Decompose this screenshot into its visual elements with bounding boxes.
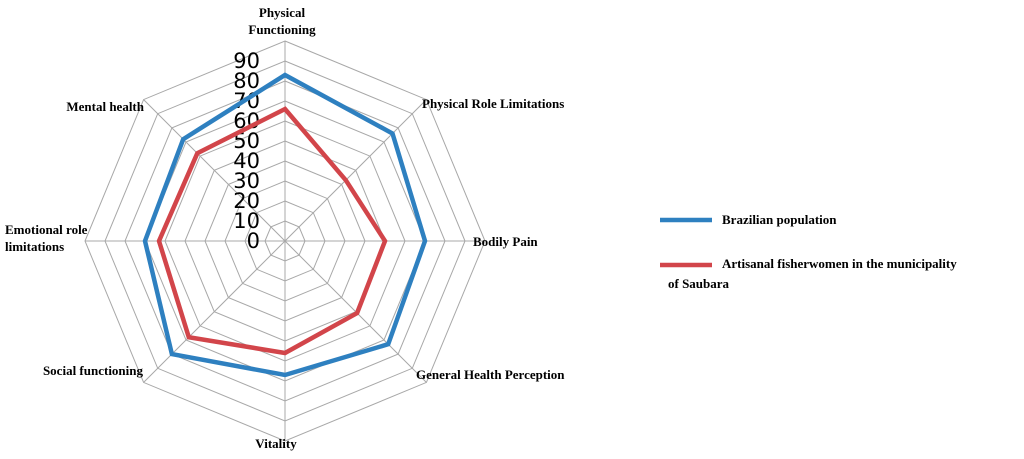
tick-label: 20 (233, 189, 260, 213)
radar-series (142, 72, 428, 378)
legend: Brazilian population Artisanal fisherwome… (660, 212, 957, 291)
spoke-social-functioning (143, 240, 286, 383)
tick-label: 80 (233, 69, 260, 93)
axis-label-physical-role-limitations: Physical Role Limitations (422, 96, 564, 111)
tick-label: 10 (233, 209, 260, 233)
spoke-mental-health (143, 99, 286, 242)
tick-label: 90 (233, 49, 260, 73)
axis-label-bodily-pain: Bodily Pain (473, 234, 538, 249)
axis-label-general-health-perception: General Health Perception (416, 367, 565, 382)
axis-label-vitality: Vitality (255, 436, 297, 451)
radar-axis-labels: Physical Functioning Physical Role Limitat… (5, 5, 565, 451)
tick-label: 40 (233, 149, 260, 173)
legend-label-artisanal-fisherwomen-in-the-municipality-of-saubara: Artisanal fisherwomen in the municipalit… (668, 256, 957, 291)
tick-label: 30 (233, 169, 260, 193)
tick-label: 0 (247, 229, 260, 253)
axis-label-emotional-role-limitations: Emotional role limitations (5, 222, 88, 254)
series-line-brazilian-population (142, 72, 428, 378)
axis-label-physical-functioning: Physical Functioning (248, 5, 316, 37)
axis-label-social-functioning: Social functioning (43, 363, 144, 378)
legend-label-brazilian-population: Brazilian population (722, 212, 837, 227)
spoke-physical-role-limitations (284, 99, 427, 242)
series-line-artisanal-fisherwomen-in-the-municipality-of-saubara (156, 106, 388, 356)
axis-label-mental-health: Mental health (66, 99, 144, 114)
